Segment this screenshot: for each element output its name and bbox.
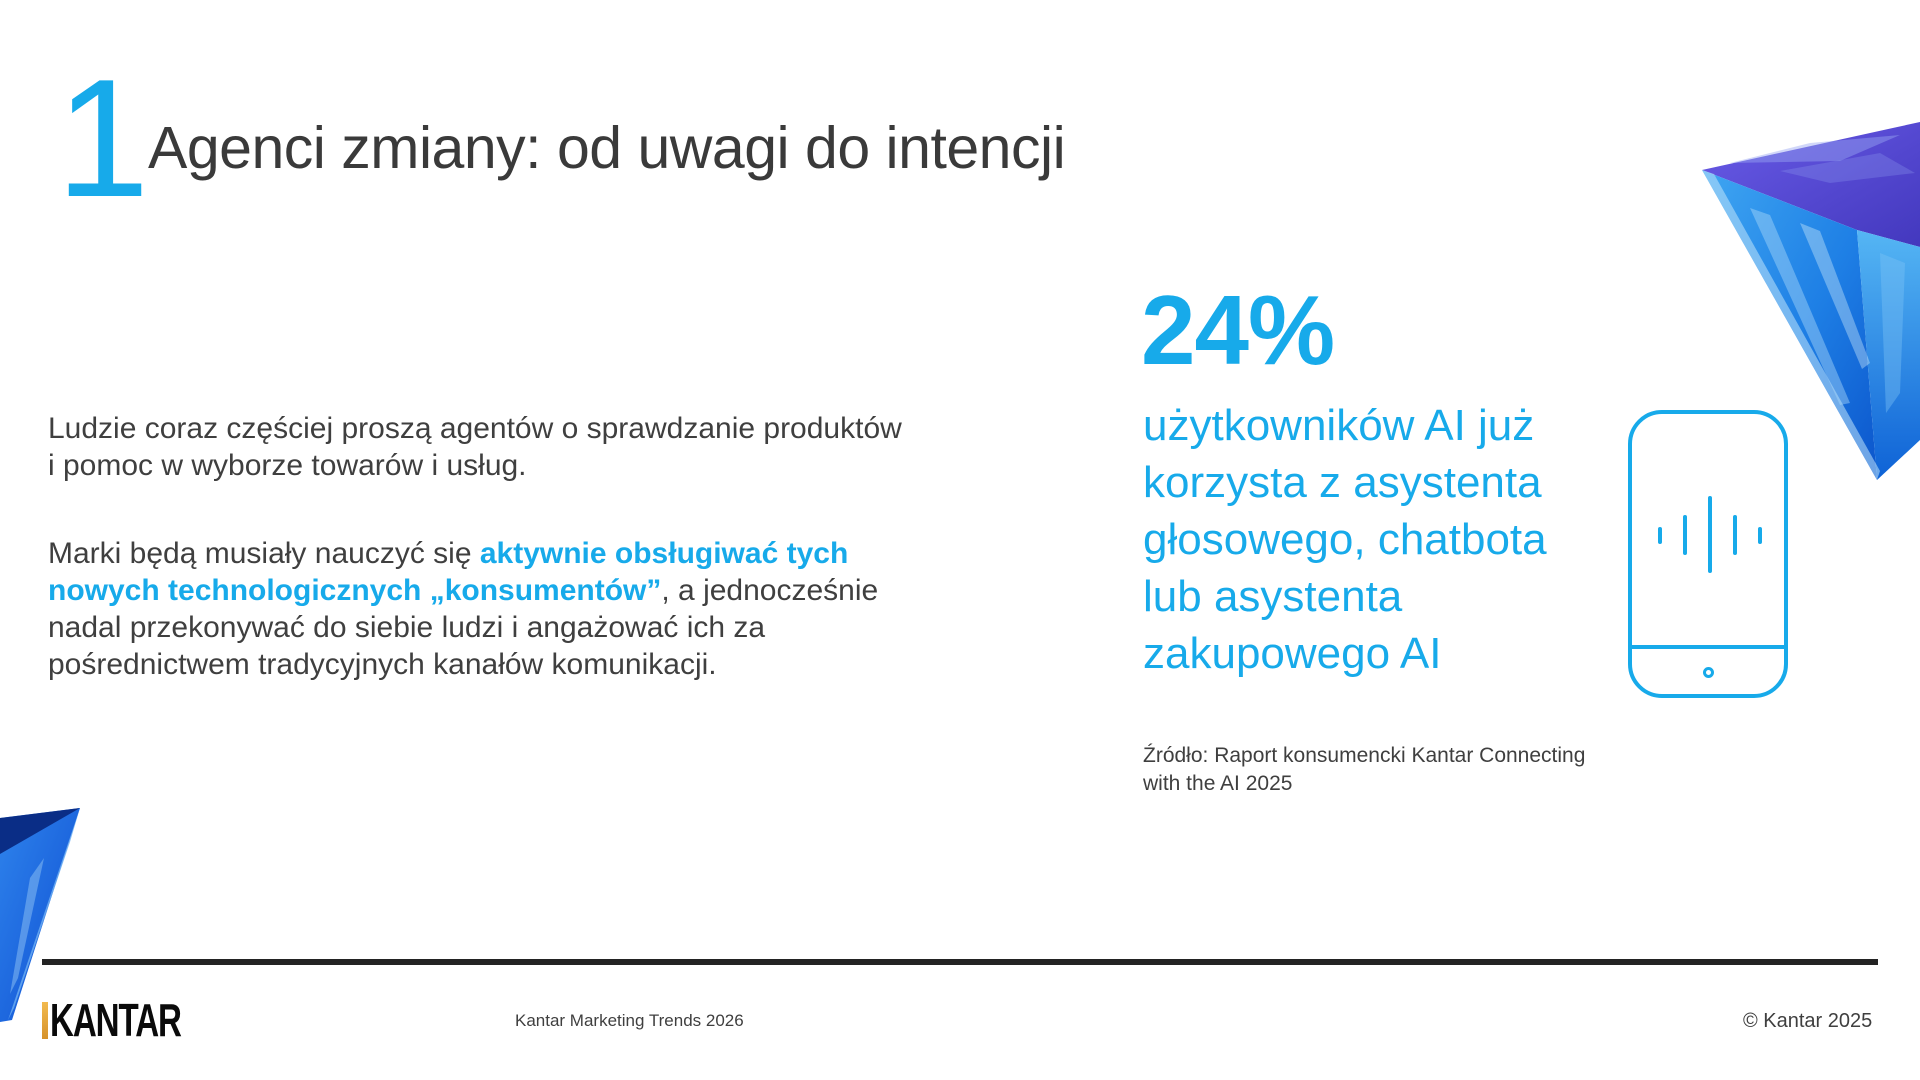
footer-deck-title: Kantar Marketing Trends 2026 xyxy=(515,1011,744,1030)
body-highlight-segment: aktywnie obsługiwać tych xyxy=(479,537,849,570)
page-title: Agenci zmiany: od uwagi do intencji xyxy=(148,115,1066,181)
waveform-bar xyxy=(1708,496,1712,573)
slide-number: 1 xyxy=(56,44,150,232)
stat-value: 24% xyxy=(1141,275,1335,385)
body-paragraph-2: Marki będą musiały nauczyć się aktywnie … xyxy=(48,535,908,683)
kantar-logo: KANTAR xyxy=(42,994,232,1046)
crystal-bottom-left-icon xyxy=(0,808,80,1022)
stat-source: Źródło: Raport konsumencki Kantar Connec… xyxy=(1143,744,1586,795)
waveform-bar xyxy=(1758,527,1762,544)
body-paragraph-1: Ludzie coraz częściej proszą agentów o s… xyxy=(48,412,902,482)
body-text-segment: nadal przekonywać do siebie ludzi i anga… xyxy=(48,611,766,644)
phone-home-button-icon xyxy=(1703,667,1714,678)
body-line-3: nadal przekonywać do siebie ludzi i anga… xyxy=(48,609,908,646)
body-line-4: pośrednictwem tradycyjnych kanałów komun… xyxy=(48,646,908,683)
footer-divider xyxy=(42,959,1878,965)
phone-divider-line xyxy=(1632,645,1784,649)
body-highlight-segment: nowych technologicznych „konsumentów” xyxy=(48,574,662,607)
body-text-segment: pośrednictwem tradycyjnych kanałów komun… xyxy=(48,648,717,681)
body-line-1: Marki będą musiały nauczyć się aktywnie … xyxy=(48,535,908,572)
waveform-bar xyxy=(1658,527,1662,544)
footer-copyright: © Kantar 2025 xyxy=(1743,1010,1873,1032)
waveform-bar xyxy=(1733,515,1737,555)
body-line-2: nowych technologicznych „konsumentów”, a… xyxy=(48,572,908,609)
phone-voice-assistant-icon xyxy=(1628,410,1788,698)
crystal-top-right-icon xyxy=(1702,122,1920,480)
stat-description: użytkowników AI już korzysta z asystenta… xyxy=(1143,401,1547,678)
body-text-segment: Marki będą musiały nauczyć się xyxy=(48,537,480,570)
kantar-logo-text: KANTAR xyxy=(50,994,182,1046)
waveform-bar xyxy=(1683,515,1687,555)
kantar-logo-gold-bar-icon xyxy=(42,1001,48,1039)
body-text-segment: , a jednocześnie xyxy=(661,574,879,607)
